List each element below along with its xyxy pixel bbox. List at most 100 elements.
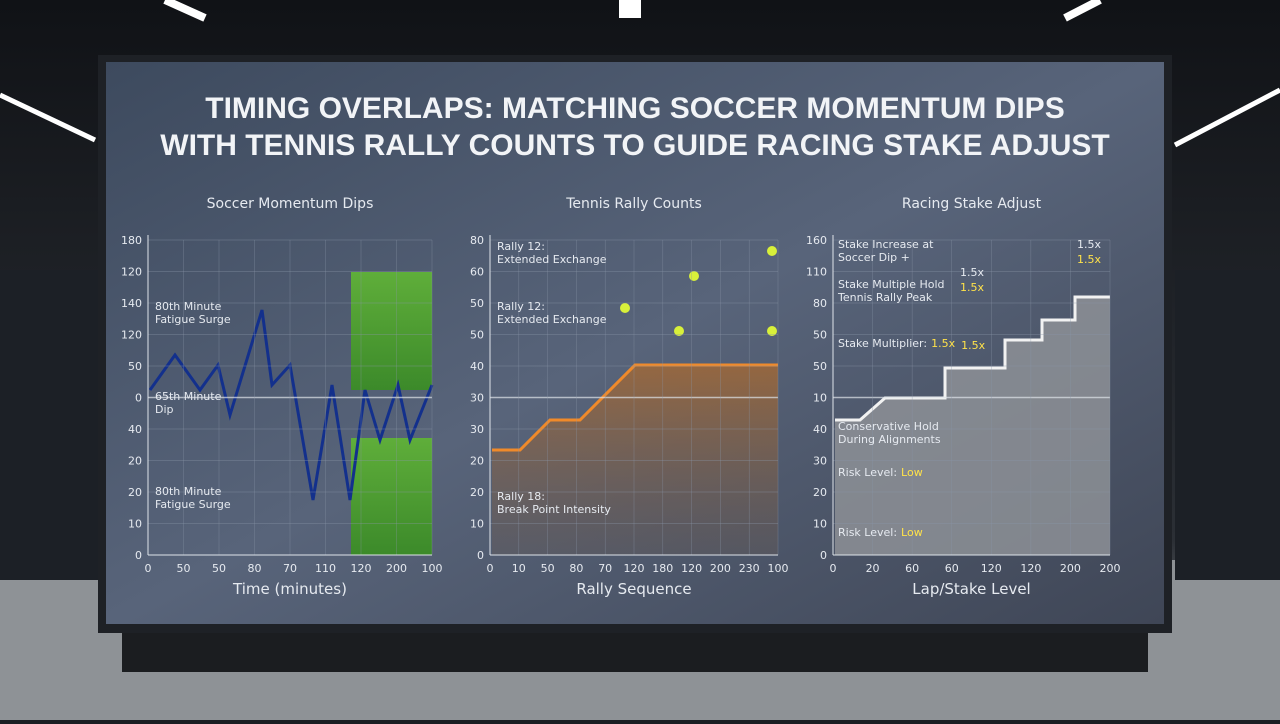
- y-tick-label: 160: [806, 234, 827, 247]
- annotation: Stake Multiple Hold: [838, 278, 945, 291]
- x-tick-label: 0: [487, 562, 494, 575]
- y-tick-label: 50: [128, 360, 142, 373]
- annotation: 80th Minute: [155, 485, 222, 498]
- x-tick-label: 120: [624, 562, 645, 575]
- y-tick-label: 50: [470, 329, 484, 342]
- annotation: Dip: [155, 403, 174, 416]
- y-tick-label: 50: [470, 297, 484, 310]
- y-tick-label: 0: [135, 549, 142, 562]
- x-tick-label: 120: [1020, 562, 1041, 575]
- x-axis-title: Rally Sequence: [576, 580, 691, 598]
- marker-label: 1.5x: [1077, 253, 1101, 266]
- x-tick-label: 20: [866, 562, 880, 575]
- y-tick-label: 10: [813, 392, 827, 405]
- annotation: Stake Increase at: [838, 238, 934, 251]
- y-tick-label: 140: [121, 297, 142, 310]
- stake-area: [835, 297, 1110, 555]
- y-tick-label: 110: [806, 266, 827, 279]
- x-tick-label: 60: [945, 562, 959, 575]
- stand: [122, 630, 1148, 672]
- y-tick-label: 40: [470, 360, 484, 373]
- annotation-value: Low: [901, 466, 923, 479]
- marker-label: 1.5x: [960, 281, 984, 294]
- annotation: Stake Multiplier:: [838, 337, 927, 350]
- y-tick-label: 40: [128, 423, 142, 436]
- ceiling-light: [1063, 0, 1102, 22]
- marker-label: 1.5x: [1077, 238, 1101, 251]
- y-tick-label: 20: [470, 455, 484, 468]
- y-tick-label: 30: [470, 423, 484, 436]
- y-tick-label: 50: [813, 329, 827, 342]
- ceiling-light: [163, 0, 207, 22]
- rally-line: [492, 363, 778, 452]
- x-tick-label: 50: [212, 562, 226, 575]
- x-tick-label: 120: [351, 562, 372, 575]
- x-tick-label: 0: [145, 562, 152, 575]
- annotation-value: Low: [901, 526, 923, 539]
- y-tick-label: 20: [128, 486, 142, 499]
- x-tick-label: 50: [177, 562, 191, 575]
- y-tick-label: 10: [813, 518, 827, 531]
- x-tick-label: 200: [1100, 562, 1121, 575]
- ball: [620, 303, 630, 313]
- x-tick-label: 60: [905, 562, 919, 575]
- x-tick-label: 180: [652, 562, 673, 575]
- panel-title: Tennis Rally Counts: [565, 196, 702, 212]
- x-axis-title: Lap/Stake Level: [912, 580, 1030, 598]
- x-tick-label: 0: [830, 562, 837, 575]
- x-tick-label: 200: [710, 562, 731, 575]
- ball: [689, 271, 699, 281]
- annotation-value: 1.5x: [931, 337, 955, 350]
- y-tick-label: 50: [813, 360, 827, 373]
- annotation: Rally 12:: [497, 240, 545, 253]
- y-tick-label: 20: [813, 486, 827, 499]
- annotation: 65th Minute: [155, 390, 222, 403]
- title: WITH TENNIS RALLY COUNTS TO GUIDE RACING…: [160, 129, 1110, 162]
- y-tick-label: 0: [820, 549, 827, 562]
- panel-title: Soccer Momentum Dips: [207, 196, 374, 212]
- x-tick-label: 10: [512, 562, 526, 575]
- ball: [767, 326, 777, 336]
- x-tick-label: 80: [569, 562, 583, 575]
- momentum-line: [148, 309, 434, 501]
- x-tick-label: 80: [248, 562, 262, 575]
- y-tick-label: 80: [470, 234, 484, 247]
- annotation: Tennis Rally Peak: [837, 291, 933, 304]
- y-tick-label: 120: [121, 266, 142, 279]
- rack-right: [1175, 270, 1280, 580]
- y-tick-label: 20: [470, 486, 484, 499]
- annotation: Fatigue Surge: [155, 313, 231, 326]
- stake-line: [835, 295, 1110, 422]
- y-tick-label: 60: [470, 266, 484, 279]
- x-tick-label: 110: [315, 562, 336, 575]
- x-tick-label: 120: [981, 562, 1002, 575]
- y-tick-label: 10: [470, 518, 484, 531]
- rally-area: [492, 365, 778, 555]
- annotation: Fatigue Surge: [155, 498, 231, 511]
- y-tick-label: 0: [477, 549, 484, 562]
- y-tick-label: 10: [128, 518, 142, 531]
- x-tick-label: 120: [681, 562, 702, 575]
- annotation: Extended Exchange: [497, 313, 607, 326]
- annotation: Risk Level:: [838, 466, 897, 479]
- rack-left: [0, 270, 100, 580]
- annotation-value: 1.5x: [961, 339, 985, 352]
- y-tick-label: 30: [470, 392, 484, 405]
- pitch: [351, 438, 432, 555]
- x-tick-label: 200: [386, 562, 407, 575]
- y-tick-label: 20: [128, 455, 142, 468]
- annotation: 80th Minute: [155, 300, 222, 313]
- y-tick-label: 30: [813, 455, 827, 468]
- x-tick-label: 100: [768, 562, 789, 575]
- x-tick-label: 230: [739, 562, 760, 575]
- x-tick-label: 70: [598, 562, 612, 575]
- y-tick-label: 80: [813, 297, 827, 310]
- annotation: Rally 18:: [497, 490, 545, 503]
- x-tick-label: 100: [422, 562, 443, 575]
- annotation: Soccer Dip +: [838, 251, 910, 264]
- annotation: Extended Exchange: [497, 253, 607, 266]
- x-tick-label: 200: [1060, 562, 1081, 575]
- y-tick-label: 0: [135, 392, 142, 405]
- ball: [767, 246, 777, 256]
